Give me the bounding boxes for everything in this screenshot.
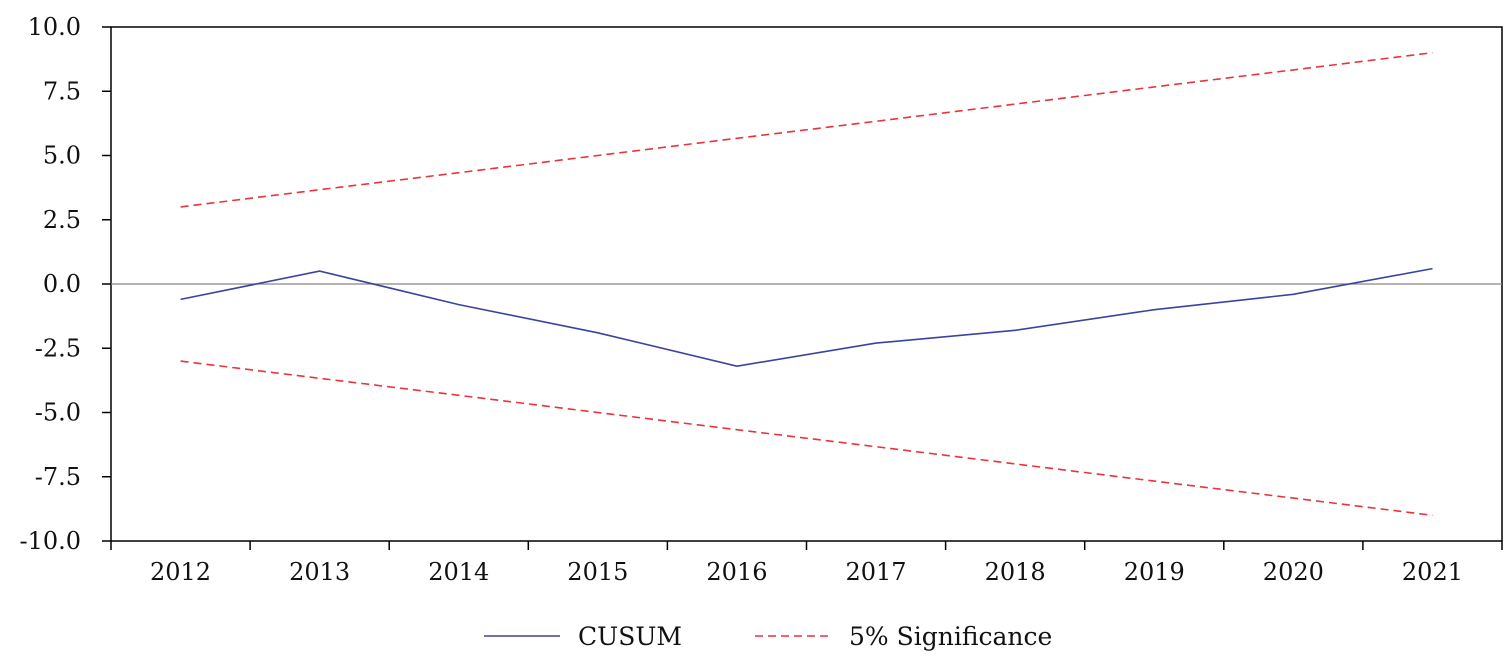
x-tick-label: 2019 <box>1124 558 1185 586</box>
x-tick-label: 2015 <box>567 558 628 586</box>
legend: CUSUM 5% Significance <box>484 622 1052 651</box>
y-tick-label: 0.0 <box>43 270 81 298</box>
y-tick-label: 10.0 <box>28 13 81 41</box>
x-tick-label: 2014 <box>428 558 489 586</box>
y-tick-label: -7.5 <box>35 463 81 491</box>
y-tick-label: -10.0 <box>19 527 81 555</box>
y-tick-label: 7.5 <box>43 77 81 105</box>
series-line-upper-5pct <box>180 51 1433 208</box>
x-tick-label: 2013 <box>289 558 350 586</box>
legend-label-significance: 5% Significance <box>849 622 1052 651</box>
series-line-cusum <box>180 267 1433 368</box>
x-tick-label: 2020 <box>1263 558 1324 586</box>
x-tick-label: 2021 <box>1402 558 1463 586</box>
y-tick-label: 2.5 <box>43 206 81 234</box>
y-tick-label: -2.5 <box>35 334 81 362</box>
series-line-lower-5pct <box>180 360 1433 517</box>
x-axis: 2012 2013 2014 2015 2016 2017 2018 2019 2020 2021 <box>110 541 1503 586</box>
x-tick-label: 2018 <box>985 558 1046 586</box>
x-tick-label: 2016 <box>706 558 767 586</box>
x-tick-label: 2017 <box>846 558 907 586</box>
y-axis: 10.0 7.5 5.0 2.5 0.0 -2.5 -5.0 -7.5 -10.0 <box>19 13 111 555</box>
y-tick-label: 5.0 <box>43 142 81 170</box>
legend-label-cusum: CUSUM <box>578 622 682 651</box>
x-tick-label: 2012 <box>150 558 211 586</box>
y-tick-label: -5.0 <box>35 399 81 427</box>
series-layer <box>180 51 1433 517</box>
